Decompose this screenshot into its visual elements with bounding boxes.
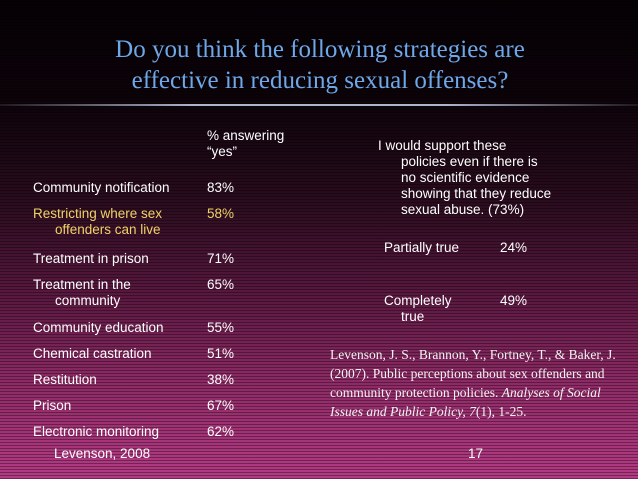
table-row-label: Chemical castration [33,346,152,361]
table-row-value: 55% [207,320,235,335]
table-row-value: 65% [207,277,235,292]
response-label: Partially true [384,240,460,255]
table-row-label: Restitution [33,372,97,387]
table-row-value: 62% [207,424,235,439]
column-header-line-2: “yes” [207,144,237,159]
response-label: Completely true [384,293,452,325]
support-line-5: sexual abuse. (73%) [401,202,525,217]
support-statement: I would support these policies even if t… [378,138,551,218]
column-header: % answering “yes” [207,128,284,160]
title-line-1: Do you think the following strategies ar… [115,36,525,63]
table-row-value: 67% [207,398,235,413]
slide-title: Do you think the following strategies ar… [40,34,600,96]
citation-authors: Levenson, J. S., Brannon, Y., Fortney, T… [330,347,616,400]
table-row-label: Community notification [33,180,170,195]
title-divider [0,104,638,106]
response-value: 49% [500,293,528,308]
footer-source: Levenson, 2008 [54,446,151,461]
support-line-3: no scientific evidence [401,170,530,185]
response-label-line-1: Completely [384,293,452,308]
table-row-label-line-2: offenders can live [55,222,161,237]
column-header-line-1: % answering [207,128,285,143]
response-label-line-2: true [401,309,425,324]
table-row-label: Prison [33,398,72,413]
support-line-1: I would support these [378,138,507,153]
support-line-4: showing that they reduce [401,186,552,201]
table-row-label-line-2: community [55,293,121,308]
citation: Levenson, J. S., Brannon, Y., Fortney, T… [330,345,620,421]
table-row-value: 38% [207,372,235,387]
table-row-value: 51% [207,346,235,361]
table-row-label: Treatment in the community [33,277,131,309]
table-row-label-highlighted: Restricting where sex offenders can live [33,206,162,238]
table-row-value-highlighted: 58% [207,206,235,221]
table-row-value: 83% [207,180,235,195]
table-row-label-line-1: Treatment in the [33,277,131,292]
support-line-2: policies even if there is [401,154,538,169]
citation-issue: (1), 1-25. [475,404,527,419]
response-value: 24% [500,240,528,255]
table-row-value: 71% [207,251,235,266]
table-row-label-line-1: Restricting where sex [33,206,163,221]
title-line-2: effective in reducing sexual offenses? [131,67,509,94]
table-row-label: Community education [33,320,164,335]
table-row-label: Treatment in prison [33,251,149,266]
citation-journal: Analyses of Social Issues and Public Pol… [330,385,601,419]
page-number: 17 [468,446,484,461]
table-row-label: Electronic monitoring [33,424,160,439]
